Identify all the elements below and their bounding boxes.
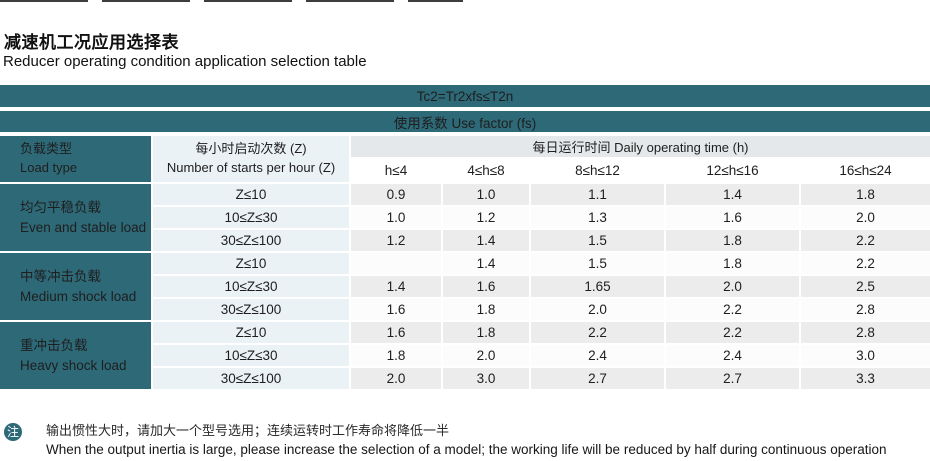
group-label-en: Heavy shock load	[20, 357, 127, 373]
factor-value-cell: 2.0	[529, 297, 666, 322]
time-col-header-5: 16≤h≤24	[799, 157, 930, 184]
factor-value-cell: 1.6	[664, 205, 801, 230]
table-row: 均匀平稳负载 Even and stable load Z≤10 0.9 1.0…	[0, 182, 930, 253]
time-col-header-2: 4≤h≤8	[441, 157, 531, 184]
group-label-en: Medium shock load	[20, 288, 137, 304]
note-text-en: When the output inertia is large, please…	[46, 442, 887, 457]
factor-value-cell: 2.0	[349, 366, 443, 391]
factor-value-cell: 2.8	[799, 297, 930, 322]
starts-header-zh: 每小时启动次数 (Z)	[195, 141, 307, 157]
factor-value-cell: 2.0	[441, 343, 531, 368]
time-col-header-4: 12≤h≤16	[664, 157, 801, 184]
z-range-cell: Z≤10	[151, 251, 351, 276]
formula-row: Tc2=Tr2xfs≤T2n	[0, 85, 930, 111]
z-range-cell: 10≤Z≤30	[152, 205, 351, 230]
factor-value-cell: 3.0	[441, 366, 531, 391]
factor-value-cell: 1.8	[799, 182, 930, 207]
table-row: 30≤Z≤100 1.2 1.4 1.5 1.8 2.2	[0, 228, 930, 253]
factor-value-cell: 1.8	[441, 320, 531, 345]
factor-value-cell: 2.2	[799, 251, 930, 276]
z-range-cell: 30≤Z≤100	[152, 366, 351, 391]
z-range-cell: Z≤10	[151, 320, 351, 345]
factor-value-cell: 1.4	[441, 228, 531, 253]
table-row: 重冲击负载 Heavy shock load Z≤10 1.6 1.8 2.2 …	[0, 320, 930, 391]
factor-value-cell: 1.1	[529, 182, 666, 207]
factor-value-cell: 1.2	[441, 205, 531, 230]
load-type-header: 负载类型 Load type	[0, 133, 153, 184]
factor-value-cell: 3.3	[799, 366, 930, 391]
factor-value-cell: 1.8	[664, 228, 801, 253]
page-top-rule	[0, 0, 463, 2]
factor-value-cell: 1.6	[349, 297, 443, 322]
footnote: 注 输出惯性大时，请加大一个型号选用；连续运转时工作寿命将降低一半 When t…	[4, 421, 924, 459]
factor-value-cell: 1.0	[441, 182, 531, 207]
factor-value-cell: 2.0	[664, 274, 801, 299]
page-title-zh: 减速机工况应用选择表	[4, 33, 179, 52]
factor-value-cell: 2.2	[664, 320, 801, 345]
z-range-cell: 10≤Z≤30	[152, 343, 351, 368]
page-title-en: Reducer operating condition application …	[3, 53, 367, 70]
factor-value-cell: 1.5	[529, 228, 666, 253]
factor-value-cell: 1.2	[349, 228, 443, 253]
factor-value-cell: 0.9	[349, 182, 443, 207]
group-label-even-stable: 均匀平稳负载 Even and stable load	[0, 182, 153, 253]
group-label-zh: 重冲击负载	[20, 337, 88, 353]
header-row-time-cols: h≤4 4≤h≤8 8≤h≤12 12≤h≤16 16≤h≤24	[0, 157, 930, 184]
selection-table: Tc2=Tr2xfs≤T2n 使用系数 Use factor (fs) 负载类型…	[0, 85, 930, 391]
time-col-header-3: 8≤h≤12	[529, 157, 666, 184]
group-label-zh: 均匀平稳负载	[20, 199, 101, 215]
group-label-heavy-shock: 重冲击负载 Heavy shock load	[0, 320, 153, 391]
factor-value-cell: 1.8	[441, 297, 531, 322]
header-row-top: 负载类型 Load type 每小时启动次数 (Z) Number of sta…	[0, 133, 930, 184]
table-row: 中等冲击负载 Medium shock load Z≤10 1.4 1.5 1.…	[0, 251, 930, 322]
factor-value-cell: 1.3	[529, 205, 666, 230]
factor-value-cell: 1.6	[349, 320, 443, 345]
group-label-en: Even and stable load	[20, 219, 147, 235]
z-range-cell: 30≤Z≤100	[152, 297, 351, 322]
factor-value-cell: 2.5	[799, 274, 930, 299]
table-row: 10≤Z≤30 1.0 1.2 1.3 1.6 2.0	[0, 205, 930, 230]
factor-value-cell	[349, 251, 443, 276]
note-badge-icon: 注	[4, 423, 22, 441]
factor-value-cell: 1.65	[529, 274, 666, 299]
z-range-cell: 10≤Z≤30	[152, 274, 351, 299]
group-label-medium-shock: 中等冲击负载 Medium shock load	[0, 251, 153, 322]
factor-value-cell: 2.2	[529, 320, 666, 345]
factor-value-cell: 2.7	[529, 366, 666, 391]
table-row: 30≤Z≤100 2.0 3.0 2.7 2.7 3.3	[0, 366, 930, 391]
factor-value-cell: 1.4	[349, 274, 443, 299]
table-row: 10≤Z≤30 1.8 2.0 2.4 2.4 3.0	[0, 343, 930, 368]
time-col-header-1: h≤4	[350, 157, 443, 184]
z-range-cell: Z≤10	[151, 182, 351, 207]
factor-value-cell: 1.8	[349, 343, 443, 368]
use-factor-cell: 使用系数 Use factor (fs)	[0, 108, 930, 136]
factor-value-cell: 2.7	[664, 366, 801, 391]
factor-value-cell: 2.8	[799, 320, 930, 345]
note-text-zh: 输出惯性大时，请加大一个型号选用；连续运转时工作寿命将降低一半	[46, 423, 450, 438]
factor-value-cell: 2.2	[664, 297, 801, 322]
factor-value-cell: 3.0	[799, 343, 930, 368]
factor-value-cell: 2.4	[664, 343, 801, 368]
factor-value-cell: 1.6	[441, 274, 531, 299]
load-type-header-zh: 负载类型	[20, 141, 73, 157]
factor-value-cell: 2.0	[799, 205, 930, 230]
factor-value-cell: 2.4	[529, 343, 666, 368]
group-label-zh: 中等冲击负载	[20, 268, 101, 284]
z-range-cell: 30≤Z≤100	[152, 228, 351, 253]
factor-value-cell: 2.2	[799, 228, 930, 253]
use-factor-row: 使用系数 Use factor (fs)	[0, 108, 930, 136]
factor-value-cell: 1.0	[349, 205, 443, 230]
factor-value-cell: 1.5	[529, 251, 666, 276]
table-row: 30≤Z≤100 1.6 1.8 2.0 2.2 2.8	[0, 297, 930, 322]
starts-per-hour-header: 每小时启动次数 (Z) Number of starts per hour (Z…	[151, 133, 351, 184]
factor-value-cell: 1.4	[664, 182, 801, 207]
factor-value-cell: 1.8	[664, 251, 801, 276]
daily-time-header: 每日运行时间 Daily operating time (h)	[349, 133, 930, 159]
table-row: 10≤Z≤30 1.4 1.6 1.65 2.0 2.5	[0, 274, 930, 299]
starts-header-en: Number of starts per hour (Z)	[166, 160, 336, 175]
load-type-header-en: Load type	[20, 160, 78, 175]
formula-cell: Tc2=Tr2xfs≤T2n	[0, 85, 930, 111]
factor-value-cell: 1.4	[441, 251, 531, 276]
